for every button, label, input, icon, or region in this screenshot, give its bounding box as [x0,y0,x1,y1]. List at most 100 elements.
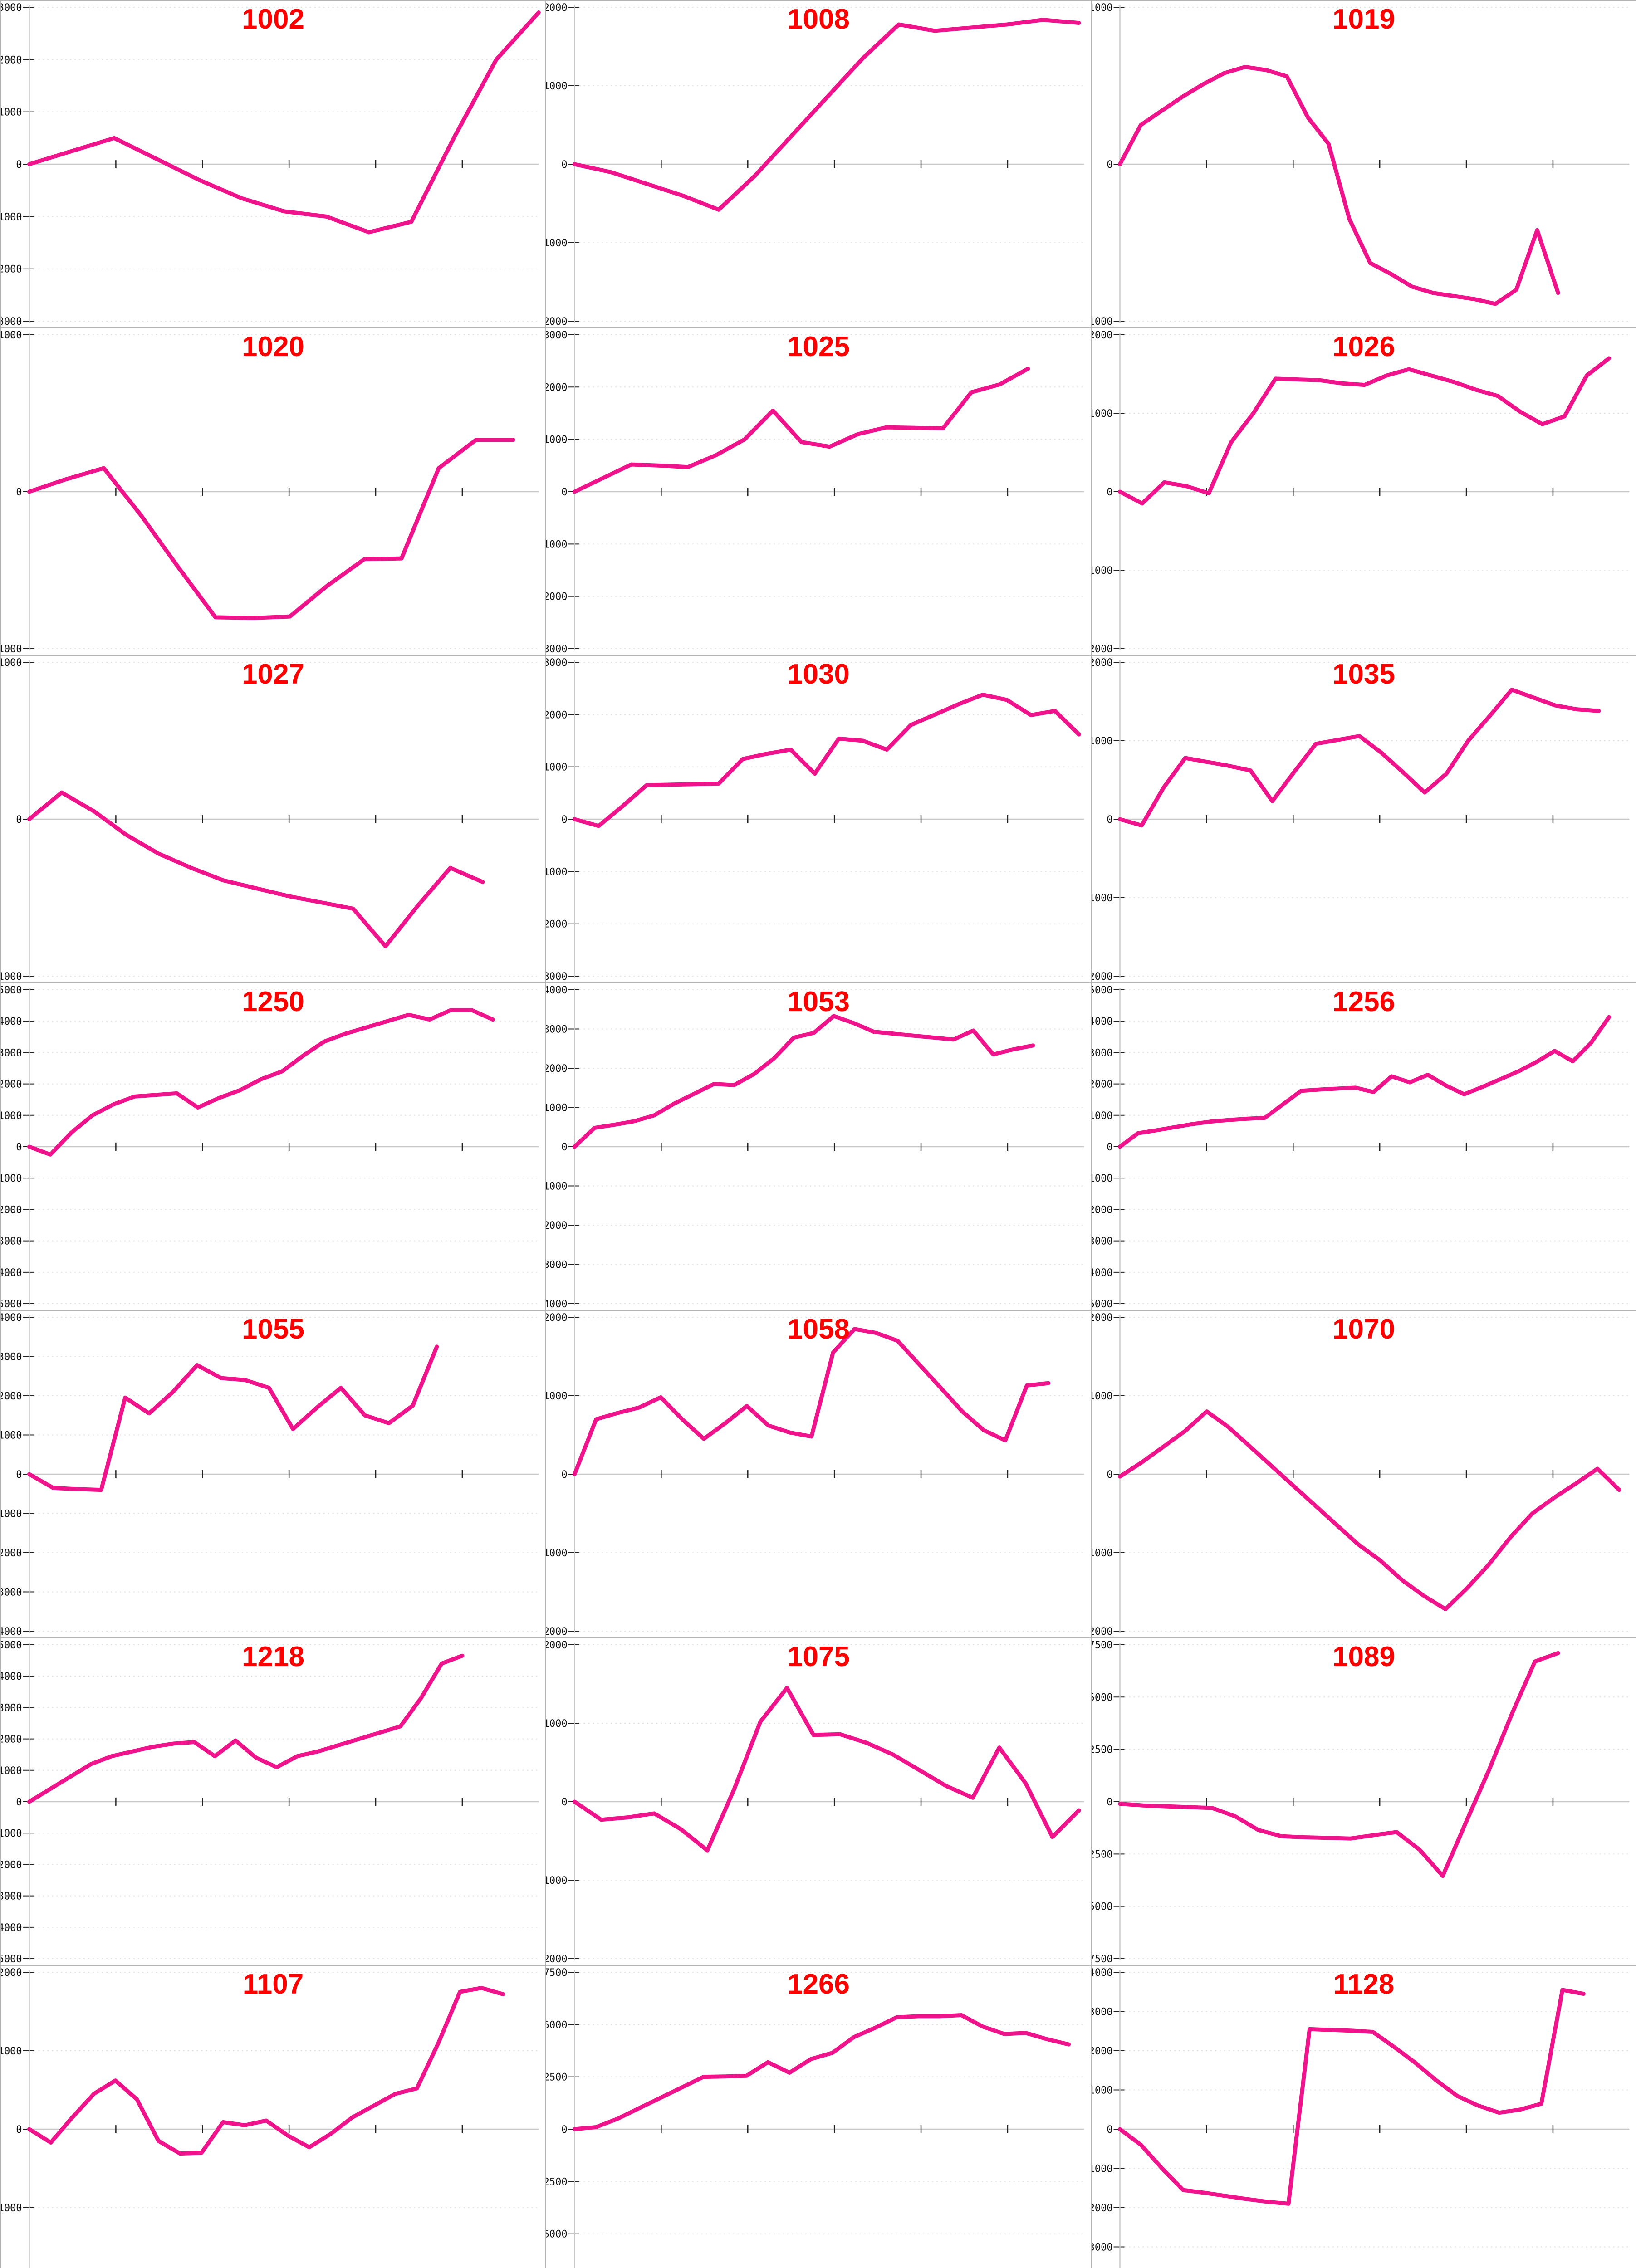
y-tick-label: 7500 [1092,1640,1113,1651]
y-tick-label: -2000 [1092,971,1113,982]
y-tick-label: -2000 [1092,1204,1113,1216]
y-tick-label: 4000 [1,1312,22,1324]
y-tick-label: 1000 [546,1718,568,1730]
y-tick-label: 0 [16,814,22,826]
y-tick-label: 0 [561,1797,567,1808]
y-tick-label: 5000 [1092,985,1113,996]
y-tick-label: -1000 [546,1875,568,1887]
y-tick-label: 1000 [546,81,568,92]
y-tick-label: 3000 [1,1702,22,1714]
line-chart-1002: -3000 -2000 -1000 0 1000 2000 3000 [1,2,541,327]
line-chart-1089: -7500 -5000 -2500 0 2500 5000 7500 [1092,1640,1630,1965]
y-tick-label: -1000 [546,1181,568,1192]
series-line [573,367,1030,494]
y-tick-label: 3000 [546,330,568,341]
series-line [27,1344,439,1492]
y-tick-label: 2000 [546,1312,568,1324]
y-tick-label: 0 [561,1142,567,1153]
y-tick-label: 1000 [1092,408,1113,420]
y-tick-label: 0 [16,1469,22,1481]
y-tick-label: 0 [16,1142,22,1153]
y-tick-label: 0 [16,487,22,498]
series-line [573,1327,1051,1476]
y-tick-label: -2000 [1,1548,22,1559]
series-line [27,10,541,235]
y-tick-label: 0 [561,159,567,171]
y-tick-label: 5000 [1,1640,22,1651]
y-tick-label: -1000 [1,1828,22,1839]
y-tick-label: 4000 [546,985,568,996]
y-tick-label: 1000 [1092,736,1113,747]
y-tick-label: -5000 [1092,1901,1113,1913]
series-line [27,1653,465,1804]
y-tick-label: 0 [1107,2124,1112,2136]
y-tick-label: 2000 [1,54,22,66]
line-chart-1070: -2000 -1000 0 1000 2000 [1092,1312,1630,1637]
chart-cell-1055: -4000-3000-2000-100001000200030004000105… [1,1311,546,1638]
y-tick-label: 4000 [1092,1016,1113,1027]
series-line [1118,1988,1586,2206]
y-tick-label: 3000 [1,1351,22,1363]
y-tick-label: -1000 [1,1173,22,1184]
y-tick-label: -4000 [546,1299,568,1310]
y-tick-label: -2000 [1092,1626,1113,1637]
y-tick-label: 0 [1107,1142,1112,1153]
y-tick-label: 3000 [1092,2006,1113,2018]
y-tick-label: -2000 [546,1626,568,1637]
y-tick-label: -3000 [1092,2242,1113,2253]
series-line [573,2013,1071,2131]
y-tick-label: -5000 [1092,1299,1113,1310]
y-tick-label: 2000 [1,1079,22,1090]
y-tick-label: 1000 [1,330,22,341]
y-tick-label: 7500 [546,1967,568,1979]
y-tick-label: -2500 [546,2176,568,2188]
y-tick-label: 1000 [1092,2,1113,14]
y-tick-label: -2000 [1092,2203,1113,2214]
series-line [1118,1015,1611,1149]
y-tick-label: -1000 [1,644,22,655]
y-tick-label: 1000 [1,107,22,118]
y-tick-label: 2000 [546,1640,568,1651]
y-tick-label: -3000 [546,971,568,982]
y-tick-label: -3000 [1,1236,22,1247]
line-chart-1055: -4000 -3000 -2000 -1000 0 1000 2000 3000 4000 [1,1312,539,1637]
y-tick-label: 5000 [546,2019,568,2031]
y-tick-label: 1000 [1092,1391,1113,1402]
y-tick-label: 0 [561,1469,567,1481]
y-tick-label: 0 [16,159,22,171]
y-tick-label: 2000 [1092,1079,1113,1090]
y-tick-label: 0 [1107,487,1112,498]
y-tick-label: -5000 [1,1299,22,1310]
line-chart-1027: -1000 0 1000 [1,657,539,982]
line-chart-1019: -1000 0 1000 [1092,2,1630,327]
y-tick-label: -1000 [1092,1173,1113,1184]
y-tick-label: 3000 [546,1024,568,1035]
y-tick-label: -2000 [1,1204,22,1216]
y-tick-label: 3000 [1,1047,22,1059]
chart-cell-1256: -5000 -4000 -3000 -2000 -1000 0 1000 2000 3000 40… [1092,983,1636,1311]
y-tick-label: -3000 [1,1891,22,1902]
y-tick-label: 0 [1107,159,1112,171]
y-tick-label: 1000 [546,762,568,773]
y-tick-label: -2000 [1,1859,22,1871]
y-tick-label: 1000 [1,1430,22,1441]
y-tick-label: -4000 [1,1267,22,1279]
y-tick-label: 2000 [546,1063,568,1075]
line-chart-1058: -2000 -1000 0 1000 2000 [546,1312,1084,1637]
y-tick-label: 2000 [546,709,568,721]
y-tick-label: -3000 [1,316,22,327]
chart-cell-1128: -4000-3000-2000-100001000200030004000112… [1092,1966,1636,2268]
y-tick-label: 3000 [1,2,22,14]
